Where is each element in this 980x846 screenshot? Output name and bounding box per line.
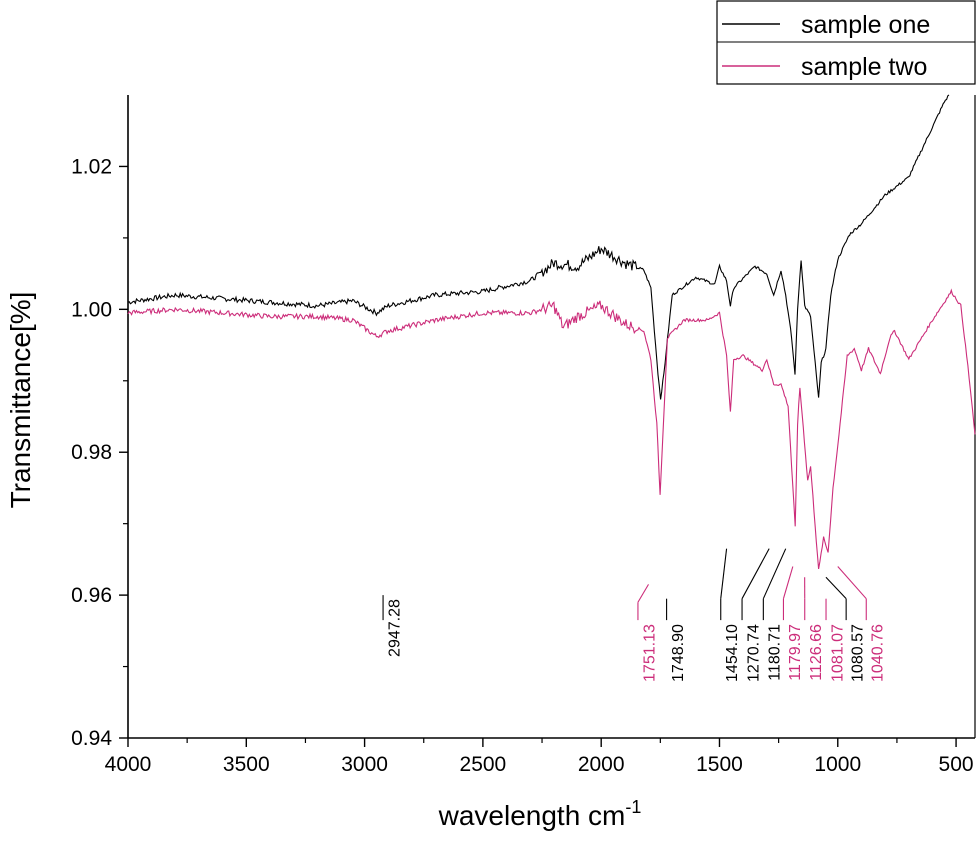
y-axis-title: Transmittance[%]	[5, 292, 36, 509]
x-tick-label: 1000	[814, 753, 861, 776]
y-tick-label: 1.02	[71, 155, 112, 178]
x-axis-title-superscript: -1	[625, 797, 641, 817]
annotation-label: 1081.07	[829, 624, 846, 682]
y-tick-label: 0.96	[71, 584, 112, 607]
annotation-diagonal	[837, 566, 867, 600]
series-layer	[127, 94, 976, 569]
legend-label: sample two	[801, 53, 927, 81]
annotation-label: 1180.71	[767, 624, 784, 681]
annotation-diagonal	[637, 584, 649, 603]
x-tick-label: 1500	[696, 753, 743, 776]
annotation-diagonal	[720, 548, 728, 599]
y-tick-label: 0.94	[71, 727, 112, 750]
y-tick-label: 0.98	[71, 441, 112, 464]
axis-titles: wavelength cm-1 Transmittance[%]	[5, 292, 641, 831]
annotation-label: 1748.90	[670, 624, 687, 682]
x-tick-label: 4000	[105, 753, 152, 776]
annotation-label: 2947.28	[386, 599, 403, 657]
annotation-label: 1179.97	[787, 624, 804, 681]
annotation-diagonal	[782, 566, 794, 599]
x-tick-label: 2000	[578, 753, 625, 776]
axes: 4000 3500 3000 2500 2000 1500 1000 500 0.94 0.96 0…	[71, 95, 976, 776]
series-line-sample-two	[127, 288, 976, 569]
annotation-diagonal	[762, 548, 787, 599]
series-line-sample-one	[127, 94, 950, 400]
legend-label: sample one	[801, 11, 930, 39]
annotations-layer: 2947.28 1751.13 1748.90 1454.10 1270.74 1180.…	[382, 548, 887, 682]
annotation-label: 1126.66	[808, 624, 825, 681]
x-tick-label: 3500	[223, 753, 270, 776]
x-axis-title: wavelength cm-1	[438, 797, 642, 831]
x-tick-label: 500	[939, 753, 974, 776]
legend: sample one sample two	[716, 0, 976, 85]
annotation-label: 1080.57	[850, 624, 867, 682]
annotation-diagonal	[825, 576, 847, 600]
annotation-label: 1270.74	[745, 624, 762, 682]
annotation-label: 1751.13	[641, 624, 658, 682]
annotation-diagonal	[741, 548, 770, 599]
x-tick-label: 2500	[460, 753, 507, 776]
annotation-label: 1454.10	[724, 624, 741, 682]
annotation-label: 1040.76	[870, 624, 887, 682]
x-tick-label: 3000	[341, 753, 388, 776]
y-tick-label: 1.00	[71, 298, 112, 321]
